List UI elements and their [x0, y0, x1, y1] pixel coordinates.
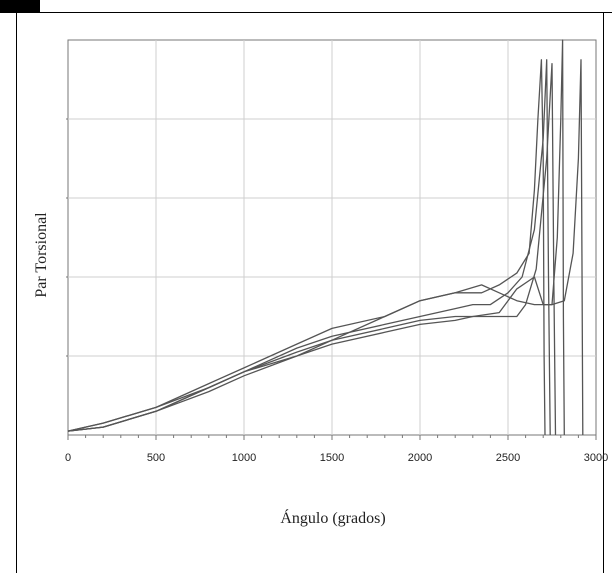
- x-tick-label: 0: [65, 452, 71, 464]
- x-tick-label: 3000: [584, 452, 608, 464]
- x-tick-label: 1500: [320, 452, 344, 464]
- series-line-2: [67, 59, 551, 436]
- x-tick-label: 2500: [496, 452, 520, 464]
- header-block: [0, 0, 40, 12]
- x-tick-label: 1000: [232, 452, 256, 464]
- x-tick-label: 500: [147, 452, 165, 464]
- page-frame: [16, 13, 604, 573]
- x-axis-label: Ángulo (grados): [280, 510, 386, 527]
- series-line-4: [67, 39, 565, 436]
- y-axis-label: Par Torsional: [33, 212, 50, 298]
- x-tick-label: 2000: [408, 452, 432, 464]
- series-line-1: [67, 59, 546, 436]
- page-header-bar: [0, 0, 612, 13]
- series-line-5: [67, 59, 584, 436]
